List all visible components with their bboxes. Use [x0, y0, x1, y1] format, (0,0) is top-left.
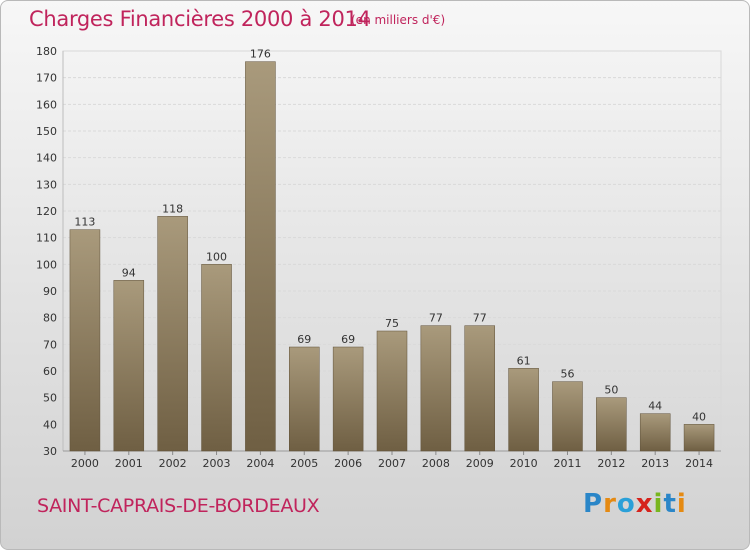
- bar: [464, 325, 495, 452]
- x-tick-label: 2010: [510, 457, 538, 470]
- logo-letter: r: [603, 489, 617, 519]
- bar: [639, 413, 671, 452]
- bar: [420, 325, 452, 452]
- x-tick-label: 2004: [246, 457, 274, 470]
- bar-value-label: 50: [604, 384, 618, 397]
- y-tick-label: 170: [36, 72, 57, 85]
- y-tick-label: 130: [36, 178, 57, 191]
- x-tick-label: 2014: [685, 457, 713, 470]
- bar: [332, 346, 364, 452]
- y-tick-label: 160: [36, 98, 57, 111]
- bar: [683, 424, 715, 452]
- bar-value-label: 69: [297, 333, 311, 346]
- x-tick-label: 2000: [71, 457, 99, 470]
- x-tick-label: 2003: [203, 457, 231, 470]
- bar-value-label: 77: [473, 312, 487, 325]
- logo-letter: P: [583, 489, 604, 519]
- bar-value-label: 176: [250, 48, 271, 61]
- y-tick-label: 30: [43, 445, 57, 458]
- x-tick-label: 2012: [597, 457, 625, 470]
- bar-value-label: 94: [122, 266, 136, 279]
- y-tick-label: 120: [36, 205, 57, 218]
- x-tick-label: 2009: [466, 457, 494, 470]
- bar-value-label: 77: [429, 312, 443, 325]
- bar: [113, 280, 145, 452]
- x-tick-label: 2002: [159, 457, 187, 470]
- chart-subtitle: (en milliers d'€): [351, 13, 446, 27]
- bar-value-label: 61: [517, 354, 531, 367]
- x-tick-label: 2007: [378, 457, 406, 470]
- x-tick-label: 2013: [641, 457, 669, 470]
- chart-title: Charges Financières 2000 à 2014: [29, 7, 371, 31]
- x-tick-label: 2008: [422, 457, 450, 470]
- bar: [157, 216, 188, 452]
- logo-letter: i: [676, 489, 687, 519]
- bar: [552, 381, 583, 452]
- bar-value-label: 75: [385, 317, 399, 330]
- y-tick-label: 100: [36, 258, 57, 271]
- y-tick-label: 60: [43, 365, 57, 378]
- y-tick-label: 180: [36, 45, 57, 58]
- x-tick-label: 2006: [334, 457, 362, 470]
- bar: [201, 264, 232, 452]
- y-tick-label: 40: [43, 418, 57, 431]
- bar: [245, 61, 276, 452]
- x-tick-label: 2001: [115, 457, 143, 470]
- bar: [289, 346, 320, 452]
- y-tick-label: 90: [43, 285, 57, 298]
- logo-letter: t: [663, 489, 677, 519]
- commune-name: SAINT-CAPRAIS-DE-BORDEAUX: [37, 495, 320, 517]
- bar-value-label: 56: [560, 368, 574, 381]
- bar-value-label: 113: [74, 216, 95, 229]
- bar: [508, 368, 539, 452]
- bar-value-label: 100: [206, 250, 227, 263]
- y-tick-label: 140: [36, 152, 57, 165]
- y-tick-label: 80: [43, 312, 57, 325]
- y-tick-label: 110: [36, 232, 57, 245]
- bar: [69, 229, 101, 452]
- y-tick-label: 50: [43, 392, 57, 405]
- logo-letter: i: [653, 489, 664, 519]
- y-tick-label: 150: [36, 125, 57, 138]
- logo-letter: o: [616, 489, 636, 519]
- bar-value-label: 44: [648, 400, 662, 413]
- bar-value-label: 40: [692, 410, 706, 423]
- x-tick-label: 2005: [290, 457, 318, 470]
- logo-letter: x: [635, 489, 654, 519]
- y-tick-label: 70: [43, 338, 57, 351]
- proxiti-logo[interactable]: Proxiti: [583, 489, 687, 519]
- bar-value-label: 69: [341, 333, 355, 346]
- bar: [596, 397, 627, 452]
- bar-value-label: 118: [162, 202, 183, 215]
- bar: [376, 330, 408, 452]
- x-tick-label: 2011: [553, 457, 581, 470]
